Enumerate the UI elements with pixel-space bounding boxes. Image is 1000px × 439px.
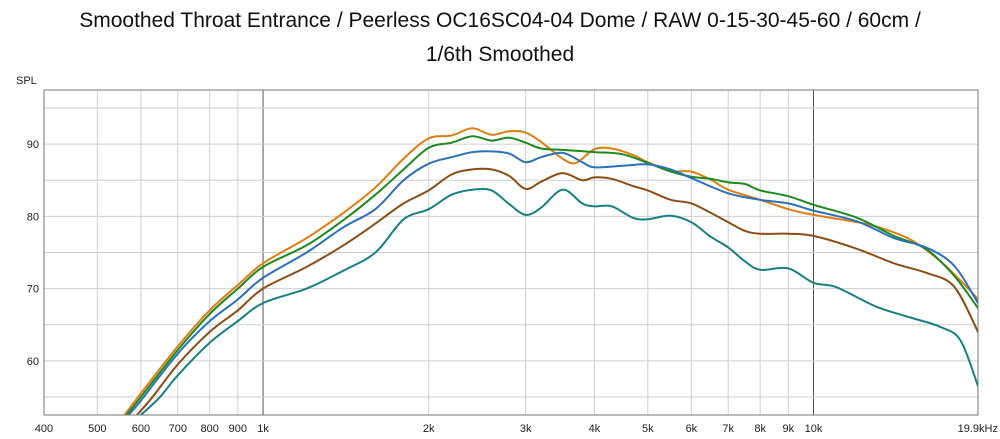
x-tick-label: 19.9kHz <box>958 423 998 435</box>
y-tick-label: 90 <box>27 139 39 151</box>
x-tick-label: 500 <box>88 423 106 435</box>
y-axis-label: SPL <box>16 75 37 87</box>
y-tick-label: 60 <box>27 356 39 368</box>
x-tick-label: 6k <box>686 423 698 435</box>
x-tick-label: 700 <box>169 423 187 435</box>
x-tick-label: 5k <box>642 423 654 435</box>
chart-subtitle: 1/6th Smoothed <box>425 43 575 66</box>
x-tick-label: 4k <box>589 423 601 435</box>
y-tick-label: 70 <box>27 284 39 296</box>
y-ticks: 60 70 80 90 <box>27 139 39 368</box>
series-line-1 <box>123 127 978 415</box>
series-line-2 <box>125 135 978 415</box>
x-tick-label: 800 <box>201 423 219 435</box>
y-tick-label: 80 <box>27 211 39 223</box>
x-tick-label: 8k <box>754 423 766 435</box>
x-tick-label: 9k <box>782 423 794 435</box>
plot-frame <box>43 89 979 416</box>
series-line-3 <box>127 150 978 415</box>
x-ticks: 400 500 600 700 800 900 1k 2k 3k 4k 5k 6k 7k 8k 9k 10k 1… <box>35 423 998 435</box>
x-tick-label: 1k <box>257 423 269 435</box>
x-tick-label: 2k <box>423 423 435 435</box>
x-tick-label: 400 <box>35 423 53 435</box>
series-line-5 <box>139 187 978 415</box>
x-tick-label: 7k <box>722 423 734 435</box>
series-group <box>123 127 978 415</box>
series-line-4 <box>135 167 978 415</box>
x-tick-label: 10k <box>805 423 823 435</box>
chart-title: Smoothed Throat Entrance / Peerless OC16… <box>79 9 921 32</box>
grid <box>44 90 978 415</box>
x-tick-label: 600 <box>132 423 150 435</box>
x-tick-label: 900 <box>229 423 247 435</box>
x-tick-label: 3k <box>520 423 532 435</box>
